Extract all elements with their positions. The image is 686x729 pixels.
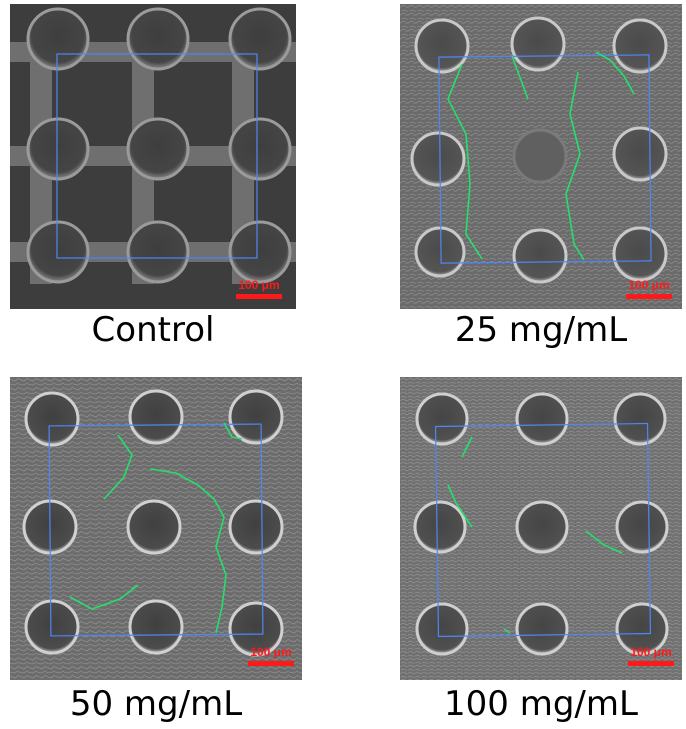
scalebar-line: [628, 661, 674, 666]
crack-trace: [69, 584, 139, 610]
scalebar-line: [248, 661, 294, 666]
roi-box: [438, 54, 652, 264]
sem-micrograph-25: 100 μm: [400, 4, 682, 309]
scalebar: 100 μm: [236, 279, 282, 299]
crack-trace: [565, 71, 585, 261]
scalebar-line: [236, 294, 282, 299]
crack-trace: [103, 434, 133, 500]
sem-image-50: [10, 377, 302, 680]
crack-trace: [585, 530, 623, 554]
caption-control: Control: [91, 310, 215, 350]
crack-trace: [447, 484, 473, 528]
scalebar: 100 μm: [626, 279, 672, 299]
roi-box: [48, 423, 264, 637]
crack-trace: [223, 422, 243, 440]
crack-trace: [447, 63, 483, 260]
scalebar: 100 μm: [628, 646, 674, 666]
scalebar-label: 100 μm: [630, 645, 672, 659]
scalebar-label: 100 μm: [250, 645, 292, 659]
scalebar-label: 100 μm: [628, 278, 670, 292]
sem-image-100: [400, 377, 682, 680]
crack-trace: [595, 51, 635, 95]
crack-trace: [461, 436, 473, 458]
sem-image-control: [10, 4, 296, 309]
sem-image-25: [400, 4, 682, 309]
caption-50: 50 mg/mL: [69, 684, 243, 724]
scalebar-label: 100 μm: [238, 278, 280, 292]
caption-100: 100 mg/mL: [444, 684, 638, 724]
roi-box: [56, 53, 258, 259]
scalebar-line: [626, 294, 672, 299]
sem-micrograph-control: 100 μm: [10, 4, 296, 309]
sem-micrograph-50: 100 μm: [10, 377, 302, 680]
crack-trace: [511, 55, 529, 100]
caption-25: 25 mg/mL: [454, 310, 628, 350]
crack-trace: [149, 468, 227, 634]
roi-box: [434, 422, 652, 638]
crack-trace: [503, 628, 511, 634]
scalebar: 100 μm: [248, 646, 294, 666]
sem-micrograph-100: 100 μm: [400, 377, 682, 680]
